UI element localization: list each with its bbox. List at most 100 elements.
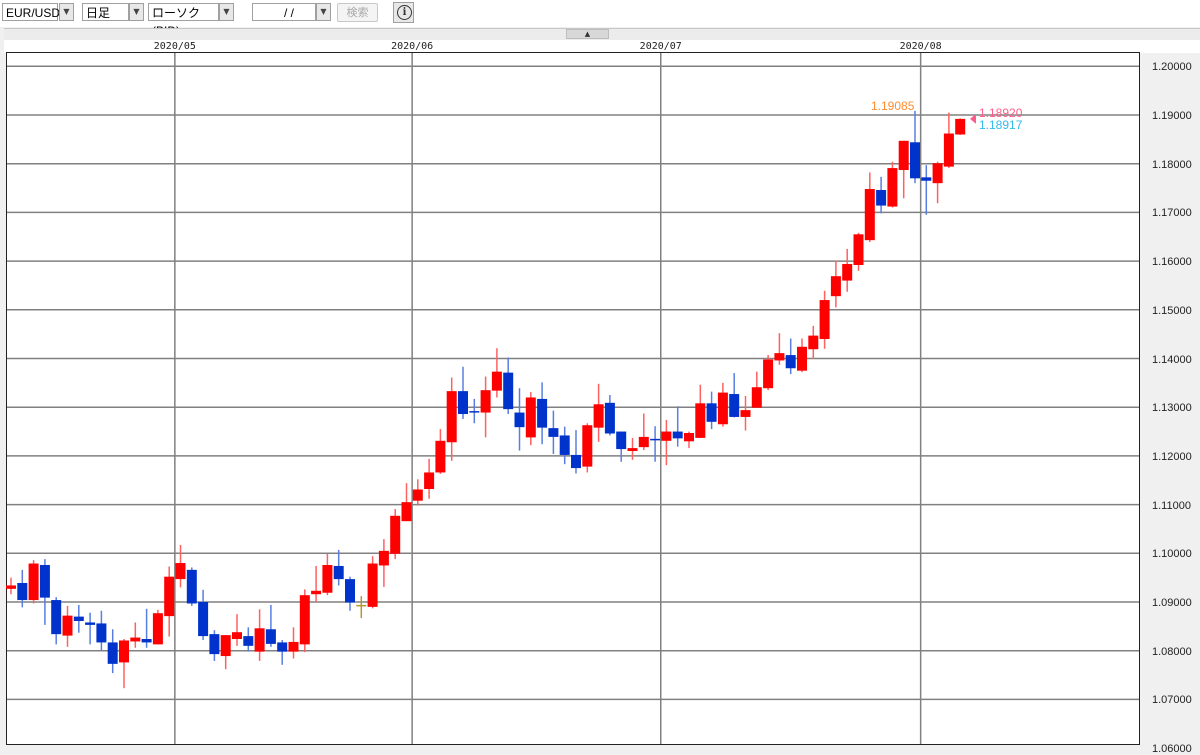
symbol-select[interactable]: EUR/USD — [2, 3, 60, 21]
y-tick-label: 1.06000 — [1152, 743, 1192, 755]
candle-up — [480, 390, 491, 413]
candle-down — [514, 412, 525, 428]
y-tick-label: 1.19000 — [1152, 110, 1192, 122]
candle-down — [141, 639, 152, 643]
candle-up — [62, 615, 73, 636]
candle-doji — [356, 604, 367, 607]
plot-area — [6, 52, 1140, 745]
ask-price-label: 1.18920 — [979, 106, 1023, 120]
y-tick-label: 1.08000 — [1152, 645, 1192, 658]
candle-up — [6, 585, 16, 589]
date-axis — [4, 40, 1200, 53]
candle-down — [96, 623, 107, 643]
candle-down — [265, 629, 276, 644]
candle-up — [367, 563, 378, 607]
y-tick-label: 1.16000 — [1152, 256, 1192, 269]
candle-down — [85, 622, 96, 625]
collapse-toggle[interactable]: ▲ — [566, 29, 609, 39]
candle-up — [887, 168, 898, 207]
candle-up — [254, 628, 265, 652]
candle-down — [73, 616, 84, 621]
candle-up — [424, 472, 435, 490]
candle-up — [322, 564, 333, 593]
candle-up — [932, 163, 943, 184]
candle-up — [525, 397, 536, 438]
candle-up — [717, 392, 728, 425]
candle-up — [853, 234, 864, 265]
candle-up — [288, 641, 299, 652]
symbol-dropdown-button[interactable]: ▼ — [59, 3, 74, 21]
candle-up — [830, 276, 841, 297]
y-tick-label: 1.13000 — [1152, 402, 1192, 415]
high-price-label: 1.19085 — [871, 99, 915, 113]
candle-down — [706, 403, 717, 422]
y-tick-label: 1.12000 — [1152, 450, 1192, 463]
candle-down — [571, 454, 581, 469]
search-button[interactable]: 検索 — [337, 3, 378, 22]
y-tick-label: 1.09000 — [1152, 597, 1192, 609]
x-tick-label: 2020/08 — [899, 41, 942, 52]
date-dropdown-button[interactable]: ▼ — [316, 3, 331, 21]
candle-up — [774, 353, 785, 361]
candle-up — [401, 502, 412, 522]
candle-down — [729, 394, 740, 417]
y-tick-label: 1.11000 — [1152, 499, 1191, 512]
candle-up — [661, 431, 672, 441]
candle-down — [503, 372, 514, 410]
y-tick-label: 1.18000 — [1152, 158, 1192, 171]
toolbar: EUR/USD ▼ 日足 ▼ ローソク(BID) ▼ / / ▼ 検索 i — [0, 0, 1200, 38]
candle-down — [333, 565, 344, 580]
candle-up — [130, 637, 141, 642]
chevron-down-icon: ▼ — [223, 7, 230, 16]
candle-up — [299, 595, 310, 645]
info-icon: i — [397, 5, 412, 20]
candle-down — [548, 428, 559, 437]
x-tick-label: 2020/05 — [153, 41, 196, 52]
candle-down — [537, 398, 548, 428]
candle-up — [751, 387, 762, 408]
candle-up — [220, 635, 231, 657]
y-tick-label: 1.17000 — [1152, 207, 1192, 220]
y-tick-label: 1.10000 — [1152, 548, 1192, 561]
candle-down — [209, 634, 220, 655]
x-tick-label: 2020/06 — [391, 41, 434, 52]
timeframe-select[interactable]: 日足 — [82, 3, 129, 21]
candle-up — [232, 632, 242, 640]
candle-down — [51, 600, 62, 635]
candle-down — [469, 411, 480, 413]
candle-up — [695, 403, 706, 438]
y-tick-label: 1.20000 — [1152, 61, 1192, 74]
info-button[interactable]: i — [393, 2, 414, 23]
bid-price-label: 1.18917 — [979, 118, 1023, 132]
candle-down — [198, 602, 209, 637]
candle-up — [152, 613, 163, 645]
candle-down — [277, 642, 288, 652]
candle-up — [378, 550, 389, 566]
candle-down — [876, 189, 887, 206]
candle-up — [638, 436, 649, 448]
date-input[interactable]: / / — [252, 3, 316, 21]
current-price-marker-icon — [970, 113, 976, 124]
candle-up — [684, 433, 694, 442]
candle-up — [446, 391, 457, 443]
candle-down — [559, 435, 570, 455]
candle-up — [627, 448, 638, 452]
candle-up — [28, 563, 39, 601]
chevron-down-icon: ▼ — [63, 7, 70, 16]
candle-up — [864, 189, 875, 241]
y-tick-label: 1.15000 — [1152, 304, 1192, 317]
candle-down — [672, 431, 683, 439]
candle-up — [819, 300, 830, 340]
candle-up — [164, 576, 175, 617]
y-tick-label: 1.07000 — [1152, 694, 1192, 707]
chevron-down-icon: ▼ — [133, 7, 140, 16]
x-tick-label: 2020/07 — [639, 41, 682, 52]
chart-type-dropdown-button[interactable]: ▼ — [219, 3, 234, 21]
candle-down — [910, 142, 920, 179]
candle-up — [582, 425, 593, 467]
candle-down — [604, 402, 615, 434]
timeframe-dropdown-button[interactable]: ▼ — [129, 3, 144, 21]
candle-up — [119, 640, 129, 663]
candle-up — [842, 264, 853, 281]
